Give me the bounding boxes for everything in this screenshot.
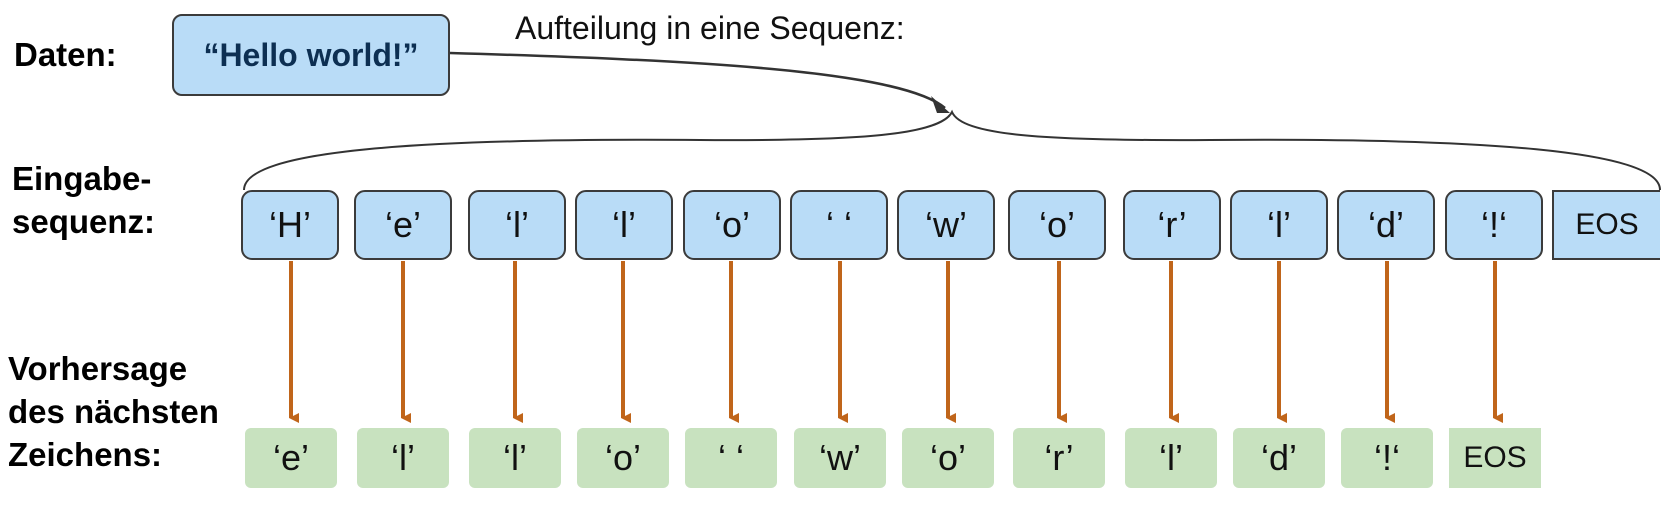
data-box: “Hello world!” xyxy=(172,14,450,96)
split-arrowhead xyxy=(931,96,950,113)
output-token: ‘!‘ xyxy=(1341,428,1433,488)
label-pred-line1: Vorhersage xyxy=(8,350,188,387)
output-token: ‘w’ xyxy=(794,428,886,488)
output-token: ‘l’ xyxy=(357,428,449,488)
output-token: ‘e’ xyxy=(245,428,337,488)
output-token: ‘o’ xyxy=(902,428,994,488)
input-token: ‘l’ xyxy=(468,190,566,260)
label-input-line2: sequenz: xyxy=(12,203,156,240)
input-token: ‘l’ xyxy=(575,190,673,260)
input-token: ‘d’ xyxy=(1337,190,1435,260)
output-token: ‘r’ xyxy=(1013,428,1105,488)
input-token: ‘H’ xyxy=(241,190,339,260)
output-token: ‘l’ xyxy=(1125,428,1217,488)
input-token: EOS xyxy=(1552,190,1660,260)
input-token: ‘!‘ xyxy=(1445,190,1543,260)
split-arrow xyxy=(449,51,946,109)
label-pred-line2: des nächsten xyxy=(8,393,219,430)
input-token: ‘o’ xyxy=(1008,190,1106,260)
prediction-arrows xyxy=(289,261,1503,423)
input-token: ‘r’ xyxy=(1123,190,1221,260)
input-token: ‘l’ xyxy=(1230,190,1328,260)
label-pred-line3: Zeichens: xyxy=(8,436,163,473)
output-token: ‘l’ xyxy=(469,428,561,488)
output-token: ‘o’ xyxy=(577,428,669,488)
output-token: EOS xyxy=(1449,428,1541,488)
input-token: ‘w’ xyxy=(897,190,995,260)
input-token: ‘o’ xyxy=(683,190,781,260)
subtitle: Aufteilung in eine Sequenz: xyxy=(515,10,905,46)
label-input-line1: Eingabe- xyxy=(12,160,152,197)
input-token: ‘ ‘ xyxy=(790,190,888,260)
sequence-brace xyxy=(243,109,1661,191)
output-token: ‘d’ xyxy=(1233,428,1325,488)
input-token: ‘e’ xyxy=(354,190,452,260)
label-data: Daten: xyxy=(14,36,117,73)
output-token: ‘ ‘ xyxy=(685,428,777,488)
